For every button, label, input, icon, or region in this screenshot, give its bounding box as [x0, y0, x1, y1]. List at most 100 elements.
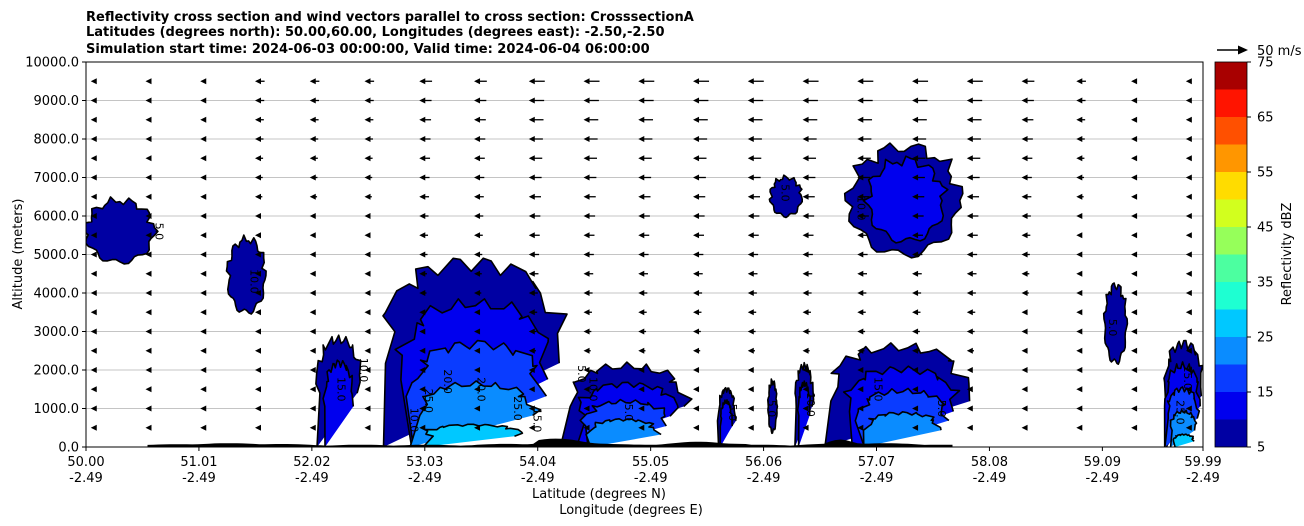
- wind-vector: [583, 386, 590, 393]
- wind-vector-head: [419, 270, 426, 277]
- reflectivity-fill: [86, 142, 1203, 447]
- contour-label: 5.0: [765, 400, 778, 418]
- wind-vector-head: [912, 116, 919, 123]
- contour-label: 5.0: [726, 404, 739, 422]
- wind-vector-head: [802, 290, 809, 296]
- contour-band: [862, 155, 949, 244]
- wind-vector-head: [364, 136, 371, 142]
- wind-vector-head: [912, 270, 919, 277]
- wind-vector-head: [90, 290, 97, 296]
- wind-vector: [966, 424, 973, 431]
- wind-vector: [528, 213, 541, 219]
- wind-vector-head: [747, 136, 754, 142]
- wind-vector-head: [255, 78, 262, 85]
- wind-vector: [1185, 270, 1192, 277]
- x-tick-label-longitude: -2.49: [634, 471, 668, 486]
- wind-vector: [638, 116, 654, 123]
- wind-vector: [474, 97, 487, 104]
- wind-vector-head: [145, 328, 152, 335]
- wind-vector: [145, 174, 152, 181]
- wind-vector-head: [1185, 405, 1192, 412]
- contour-band: [767, 378, 779, 435]
- wind-vector: [802, 270, 813, 277]
- wind-vector: [693, 116, 708, 123]
- wind-vector: [528, 193, 541, 200]
- wind-vector: [200, 193, 207, 200]
- contour-label: 10.0: [407, 408, 420, 433]
- wind-vector-head: [912, 136, 919, 142]
- wind-vector: [474, 232, 483, 239]
- wind-vector: [1021, 405, 1028, 412]
- wind-vector: [419, 232, 429, 239]
- wind-vector-head: [419, 116, 426, 123]
- wind-vector: [1131, 309, 1138, 316]
- wind-vector-head: [583, 270, 590, 277]
- wind-vector: [1185, 367, 1192, 373]
- wind-vector: [583, 405, 590, 412]
- wind-vector: [255, 174, 263, 181]
- wind-vector: [90, 174, 97, 181]
- wind-vector: [1185, 290, 1192, 296]
- wind-vector: [145, 367, 152, 373]
- reflectivity-cell: [315, 334, 362, 447]
- x-axis: 50.00-2.4951.01-2.4952.02-2.4953.03-2.49…: [67, 447, 1222, 486]
- wind-vector-head: [857, 213, 864, 219]
- wind-vector-head: [693, 116, 700, 123]
- wind-vector: [638, 213, 650, 219]
- y-tick-label: 8000.0: [34, 133, 80, 148]
- wind-vector-head: [200, 251, 207, 258]
- wind-vector-head: [200, 78, 207, 85]
- x-tick-label-longitude: -2.49: [408, 471, 442, 486]
- wind-vector-head: [309, 78, 316, 85]
- wind-vector: [693, 270, 703, 277]
- contour-label: 20.0: [474, 377, 487, 402]
- wind-vector: [90, 232, 97, 239]
- wind-vector: [912, 213, 924, 219]
- wind-vector: [802, 174, 816, 181]
- wind-vector: [1021, 347, 1028, 354]
- colorbar-tick-label: 45: [1257, 221, 1274, 236]
- wind-vector-head: [528, 290, 535, 296]
- wind-vector: [364, 386, 371, 393]
- wind-vector: [912, 155, 926, 162]
- wind-vector-head: [309, 328, 316, 335]
- wind-vector-head: [364, 232, 371, 239]
- wind-vector: [145, 116, 152, 123]
- wind-vector-head: [693, 347, 700, 354]
- wind-vector-head: [1185, 78, 1192, 85]
- wind-vector-head: [145, 97, 152, 104]
- wind-vector-head: [1131, 78, 1138, 85]
- y-tick-label: 0.0: [58, 441, 79, 456]
- wind-vector: [474, 328, 481, 335]
- wind-vector-head: [1021, 270, 1028, 277]
- wind-vector: [857, 78, 874, 85]
- wind-vector: [200, 97, 207, 104]
- wind-vector-head: [802, 155, 809, 162]
- wind-vector: [200, 386, 207, 393]
- wind-vector-head: [638, 174, 645, 181]
- wind-vector-head: [145, 193, 152, 200]
- wind-vector: [1021, 116, 1034, 123]
- wind-vector-head: [638, 78, 645, 85]
- wind-vector-head: [309, 290, 316, 296]
- wind-vector-head: [90, 405, 97, 412]
- wind-vector-head: [419, 309, 426, 316]
- y-tick-label: 9000.0: [34, 94, 80, 109]
- wind-vector: [255, 232, 262, 239]
- wind-vector-head: [1021, 97, 1028, 104]
- wind-vector: [90, 386, 97, 393]
- wind-vector-head: [474, 251, 481, 258]
- wind-vector: [528, 270, 539, 277]
- wind-vector: [90, 367, 97, 373]
- wind-vector-head: [966, 155, 973, 162]
- wind-vector: [474, 116, 486, 123]
- colorbar-segment: [1215, 309, 1247, 337]
- wind-vector-head: [528, 213, 535, 219]
- wind-vector: [912, 347, 920, 354]
- wind-vector-head: [474, 367, 481, 373]
- wind-vector-head: [912, 78, 919, 85]
- wind-vector: [364, 424, 371, 431]
- wind-vector: [912, 270, 922, 277]
- wind-vector: [364, 405, 371, 412]
- x-tick-label-latitude: 55.05: [632, 455, 669, 470]
